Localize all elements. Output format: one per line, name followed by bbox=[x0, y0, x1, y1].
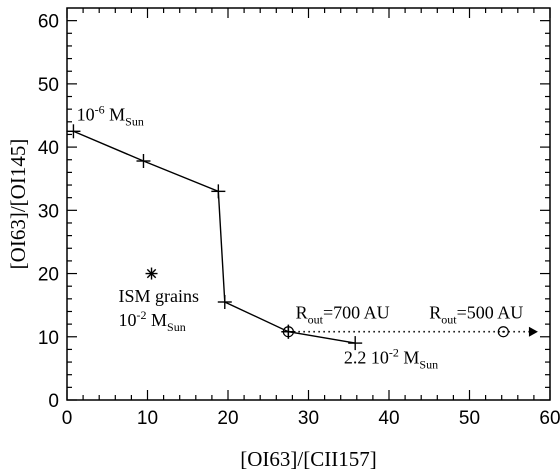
annotation-part: 2.2 10 bbox=[344, 347, 389, 367]
x-tick-label: 0 bbox=[62, 408, 73, 429]
y-tick-label: 30 bbox=[38, 201, 59, 222]
x-tick-label: 60 bbox=[539, 408, 560, 429]
asterisk-stroke bbox=[146, 268, 157, 279]
annotation-part: M bbox=[399, 347, 420, 367]
x-axis-label: [OI63]/[CII157] bbox=[240, 447, 376, 471]
plot-frame bbox=[66, 7, 551, 401]
annotation-part: Sun bbox=[167, 320, 186, 334]
annotation-part: 10 bbox=[119, 310, 137, 330]
annotation-part: ISM grains bbox=[119, 286, 199, 306]
annotation-a6: Rout​=500 AU bbox=[429, 302, 523, 326]
x-tick-label: 10 bbox=[137, 408, 158, 429]
x-tick-label: 20 bbox=[217, 408, 238, 429]
annotation-part: out bbox=[308, 312, 324, 326]
y-tick-label: 40 bbox=[38, 138, 59, 159]
annotation-part: -2 bbox=[137, 308, 147, 322]
annotation-part: 10 bbox=[77, 105, 95, 125]
annotation-part: =700 AU bbox=[323, 302, 390, 322]
annotation-part: -2 bbox=[389, 345, 399, 359]
annotation-part: =500 AU bbox=[457, 302, 524, 322]
y-tick-label: 20 bbox=[38, 265, 59, 286]
axes: 0 10 20 30 40 50 60 0 10 20 30 40 50 60 bbox=[38, 7, 560, 429]
annotation-part: -6 bbox=[95, 103, 105, 117]
arrow-head bbox=[528, 326, 538, 337]
y-tick-label: 0 bbox=[48, 391, 59, 412]
series-line bbox=[73, 130, 356, 344]
annotation-part: M bbox=[105, 105, 126, 125]
annotation-part: Sun bbox=[419, 357, 438, 371]
data-point-circle bbox=[282, 326, 294, 338]
annotation-a2: ISM grains bbox=[119, 286, 199, 306]
x-tick-label: 40 bbox=[378, 408, 399, 429]
data-point-circle bbox=[497, 326, 509, 338]
annotation-a1: 10-6​ MSun​ bbox=[77, 103, 144, 129]
data-point-dot bbox=[502, 330, 505, 333]
y-tick-label: 10 bbox=[38, 328, 59, 349]
annotation-part: M bbox=[147, 310, 168, 330]
x-tick-label: 30 bbox=[298, 408, 319, 429]
annotation-part: R bbox=[296, 302, 308, 322]
annotation-a5: 2.2 10-2​ MSun​ bbox=[344, 345, 438, 371]
annotation-part: R bbox=[429, 302, 441, 322]
y-tick-label: 50 bbox=[38, 75, 59, 96]
annotation-part: Sun bbox=[125, 115, 144, 129]
annotation-a3: 10-2​ MSun​ bbox=[119, 308, 186, 334]
y-tick-label: 60 bbox=[38, 12, 59, 33]
annotation-a4: Rout​=700 AU bbox=[296, 302, 390, 326]
annotation-part: out bbox=[441, 312, 457, 326]
series-layer bbox=[66, 124, 538, 351]
x-tick-label: 50 bbox=[459, 408, 480, 429]
y-axis-label: [OI63]/[OI145] bbox=[6, 139, 30, 270]
